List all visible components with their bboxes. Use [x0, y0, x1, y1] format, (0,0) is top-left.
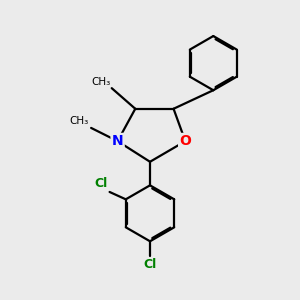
Text: CH₃: CH₃ — [91, 77, 110, 87]
Text: Cl: Cl — [94, 178, 107, 190]
Text: CH₃: CH₃ — [69, 116, 88, 126]
Text: Cl: Cl — [143, 258, 157, 272]
Text: O: O — [179, 134, 191, 148]
Text: N: N — [112, 134, 123, 148]
